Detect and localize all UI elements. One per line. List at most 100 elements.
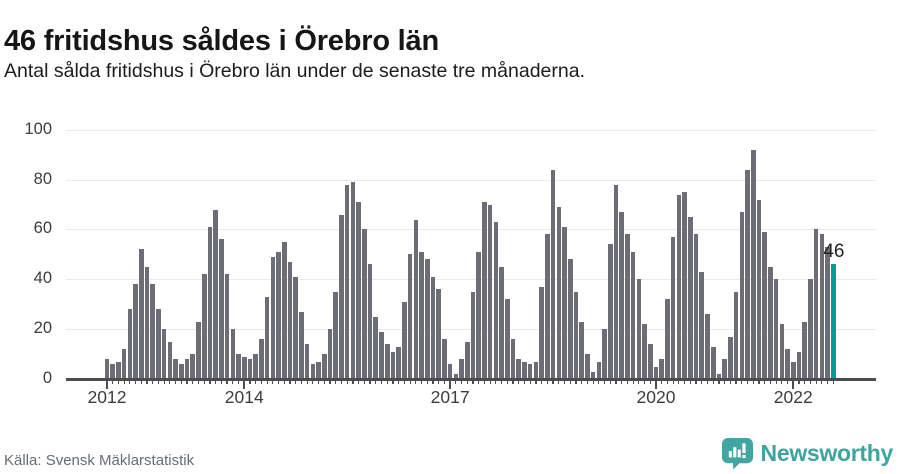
x-axis-minor-tick xyxy=(146,380,148,384)
bar xyxy=(579,321,584,379)
bar xyxy=(739,212,745,379)
bar xyxy=(505,299,510,379)
bar xyxy=(310,364,316,379)
x-axis-minor-tick xyxy=(718,380,720,384)
x-axis-minor-tick xyxy=(266,380,268,384)
bar xyxy=(722,359,727,379)
x-axis-minor-tick xyxy=(495,380,497,384)
bar xyxy=(362,229,367,379)
bar xyxy=(602,329,607,379)
x-axis-minor-tick xyxy=(129,380,131,384)
x-axis-minor-tick xyxy=(386,380,388,384)
x-axis-minor-tick xyxy=(283,380,285,384)
x-axis-minor-tick xyxy=(197,380,200,384)
gridline xyxy=(66,229,876,231)
bar xyxy=(728,336,733,379)
bar xyxy=(356,202,361,379)
bar xyxy=(281,241,287,379)
bar xyxy=(116,361,121,379)
bar xyxy=(533,361,539,379)
bar xyxy=(144,266,150,379)
x-axis-minor-tick xyxy=(443,380,445,384)
x-axis-minor-tick xyxy=(392,380,394,384)
x-axis-minor-tick xyxy=(649,380,651,384)
x-axis-minor-tick xyxy=(420,380,423,384)
x-axis-minor-tick xyxy=(363,380,365,384)
x-axis-minor-tick xyxy=(409,380,411,384)
bar xyxy=(779,324,785,379)
bar xyxy=(304,344,310,379)
bar xyxy=(127,309,133,379)
bar-chart-plot-area: 0 20 40 60 80 100 2012 2014 2017 2020 2022 46 xyxy=(24,120,876,407)
bar xyxy=(545,234,550,379)
bar xyxy=(287,261,293,379)
y-axis-tick-label: 0 xyxy=(42,369,52,387)
x-axis-minor-tick xyxy=(581,380,583,384)
gridline xyxy=(66,179,876,181)
bar xyxy=(367,264,373,379)
x-axis-tick-label: 2022 xyxy=(773,387,813,407)
bar xyxy=(493,222,499,379)
bar xyxy=(339,214,344,379)
x-axis-minor-tick xyxy=(134,380,137,384)
gridline xyxy=(66,279,876,281)
bar xyxy=(693,234,699,379)
bar xyxy=(790,361,796,379)
x-axis-minor-tick xyxy=(455,380,457,384)
x-axis-minor-tick xyxy=(140,380,142,384)
bar xyxy=(121,349,127,379)
bar xyxy=(201,274,207,379)
x-axis-minor-tick xyxy=(352,380,354,384)
x-axis-minor-tick xyxy=(729,380,731,384)
x-axis-minor-tick xyxy=(821,380,823,384)
x-axis-minor-tick xyxy=(592,380,594,384)
x-axis-minor-tick xyxy=(152,380,154,384)
x-axis-minor-tick xyxy=(489,380,491,384)
bar xyxy=(585,354,590,379)
bar xyxy=(625,234,630,379)
x-axis-minor-tick xyxy=(752,380,754,384)
newsworthy-logo-icon xyxy=(721,438,753,470)
bar xyxy=(670,236,676,379)
bar xyxy=(219,239,224,379)
bar xyxy=(379,331,384,379)
x-axis-minor-tick xyxy=(523,380,526,384)
x-axis-minor-tick xyxy=(289,380,291,384)
x-axis-minor-tick xyxy=(426,380,428,384)
bar xyxy=(230,329,236,379)
bar xyxy=(264,296,270,379)
x-axis-minor-tick xyxy=(415,380,417,384)
x-axis-minor-tick xyxy=(764,380,766,384)
bar xyxy=(613,184,619,379)
x-axis-minor-tick xyxy=(237,380,240,384)
bar xyxy=(756,199,762,379)
x-axis-minor-tick xyxy=(295,380,297,384)
x-axis-minor-tick xyxy=(169,380,171,384)
x-axis-minor-tick xyxy=(220,380,222,384)
bar xyxy=(293,276,299,379)
x-axis-minor-tick xyxy=(541,380,543,384)
x-axis-minor-tick xyxy=(735,380,737,384)
bar xyxy=(487,204,493,379)
x-axis-minor-tick xyxy=(809,380,812,384)
bar xyxy=(167,341,173,379)
bar xyxy=(522,361,527,379)
x-axis-major-tick xyxy=(243,380,246,389)
x-axis-minor-tick xyxy=(552,380,554,384)
x-axis-major-tick xyxy=(792,380,795,389)
highlighted-bar xyxy=(831,264,836,379)
x-axis-minor-tick xyxy=(323,380,325,384)
bar xyxy=(596,361,602,379)
bar xyxy=(642,324,647,379)
x-axis-minor-tick xyxy=(215,380,217,384)
bar xyxy=(733,291,739,379)
bar xyxy=(436,289,441,379)
x-axis-minor-tick xyxy=(569,380,571,384)
bar xyxy=(716,374,722,379)
bar xyxy=(768,266,773,379)
x-axis-minor-tick xyxy=(346,380,348,384)
x-axis-minor-tick xyxy=(615,380,617,384)
x-axis-minor-tick xyxy=(466,380,468,384)
bar xyxy=(550,169,556,379)
bar xyxy=(510,339,516,379)
